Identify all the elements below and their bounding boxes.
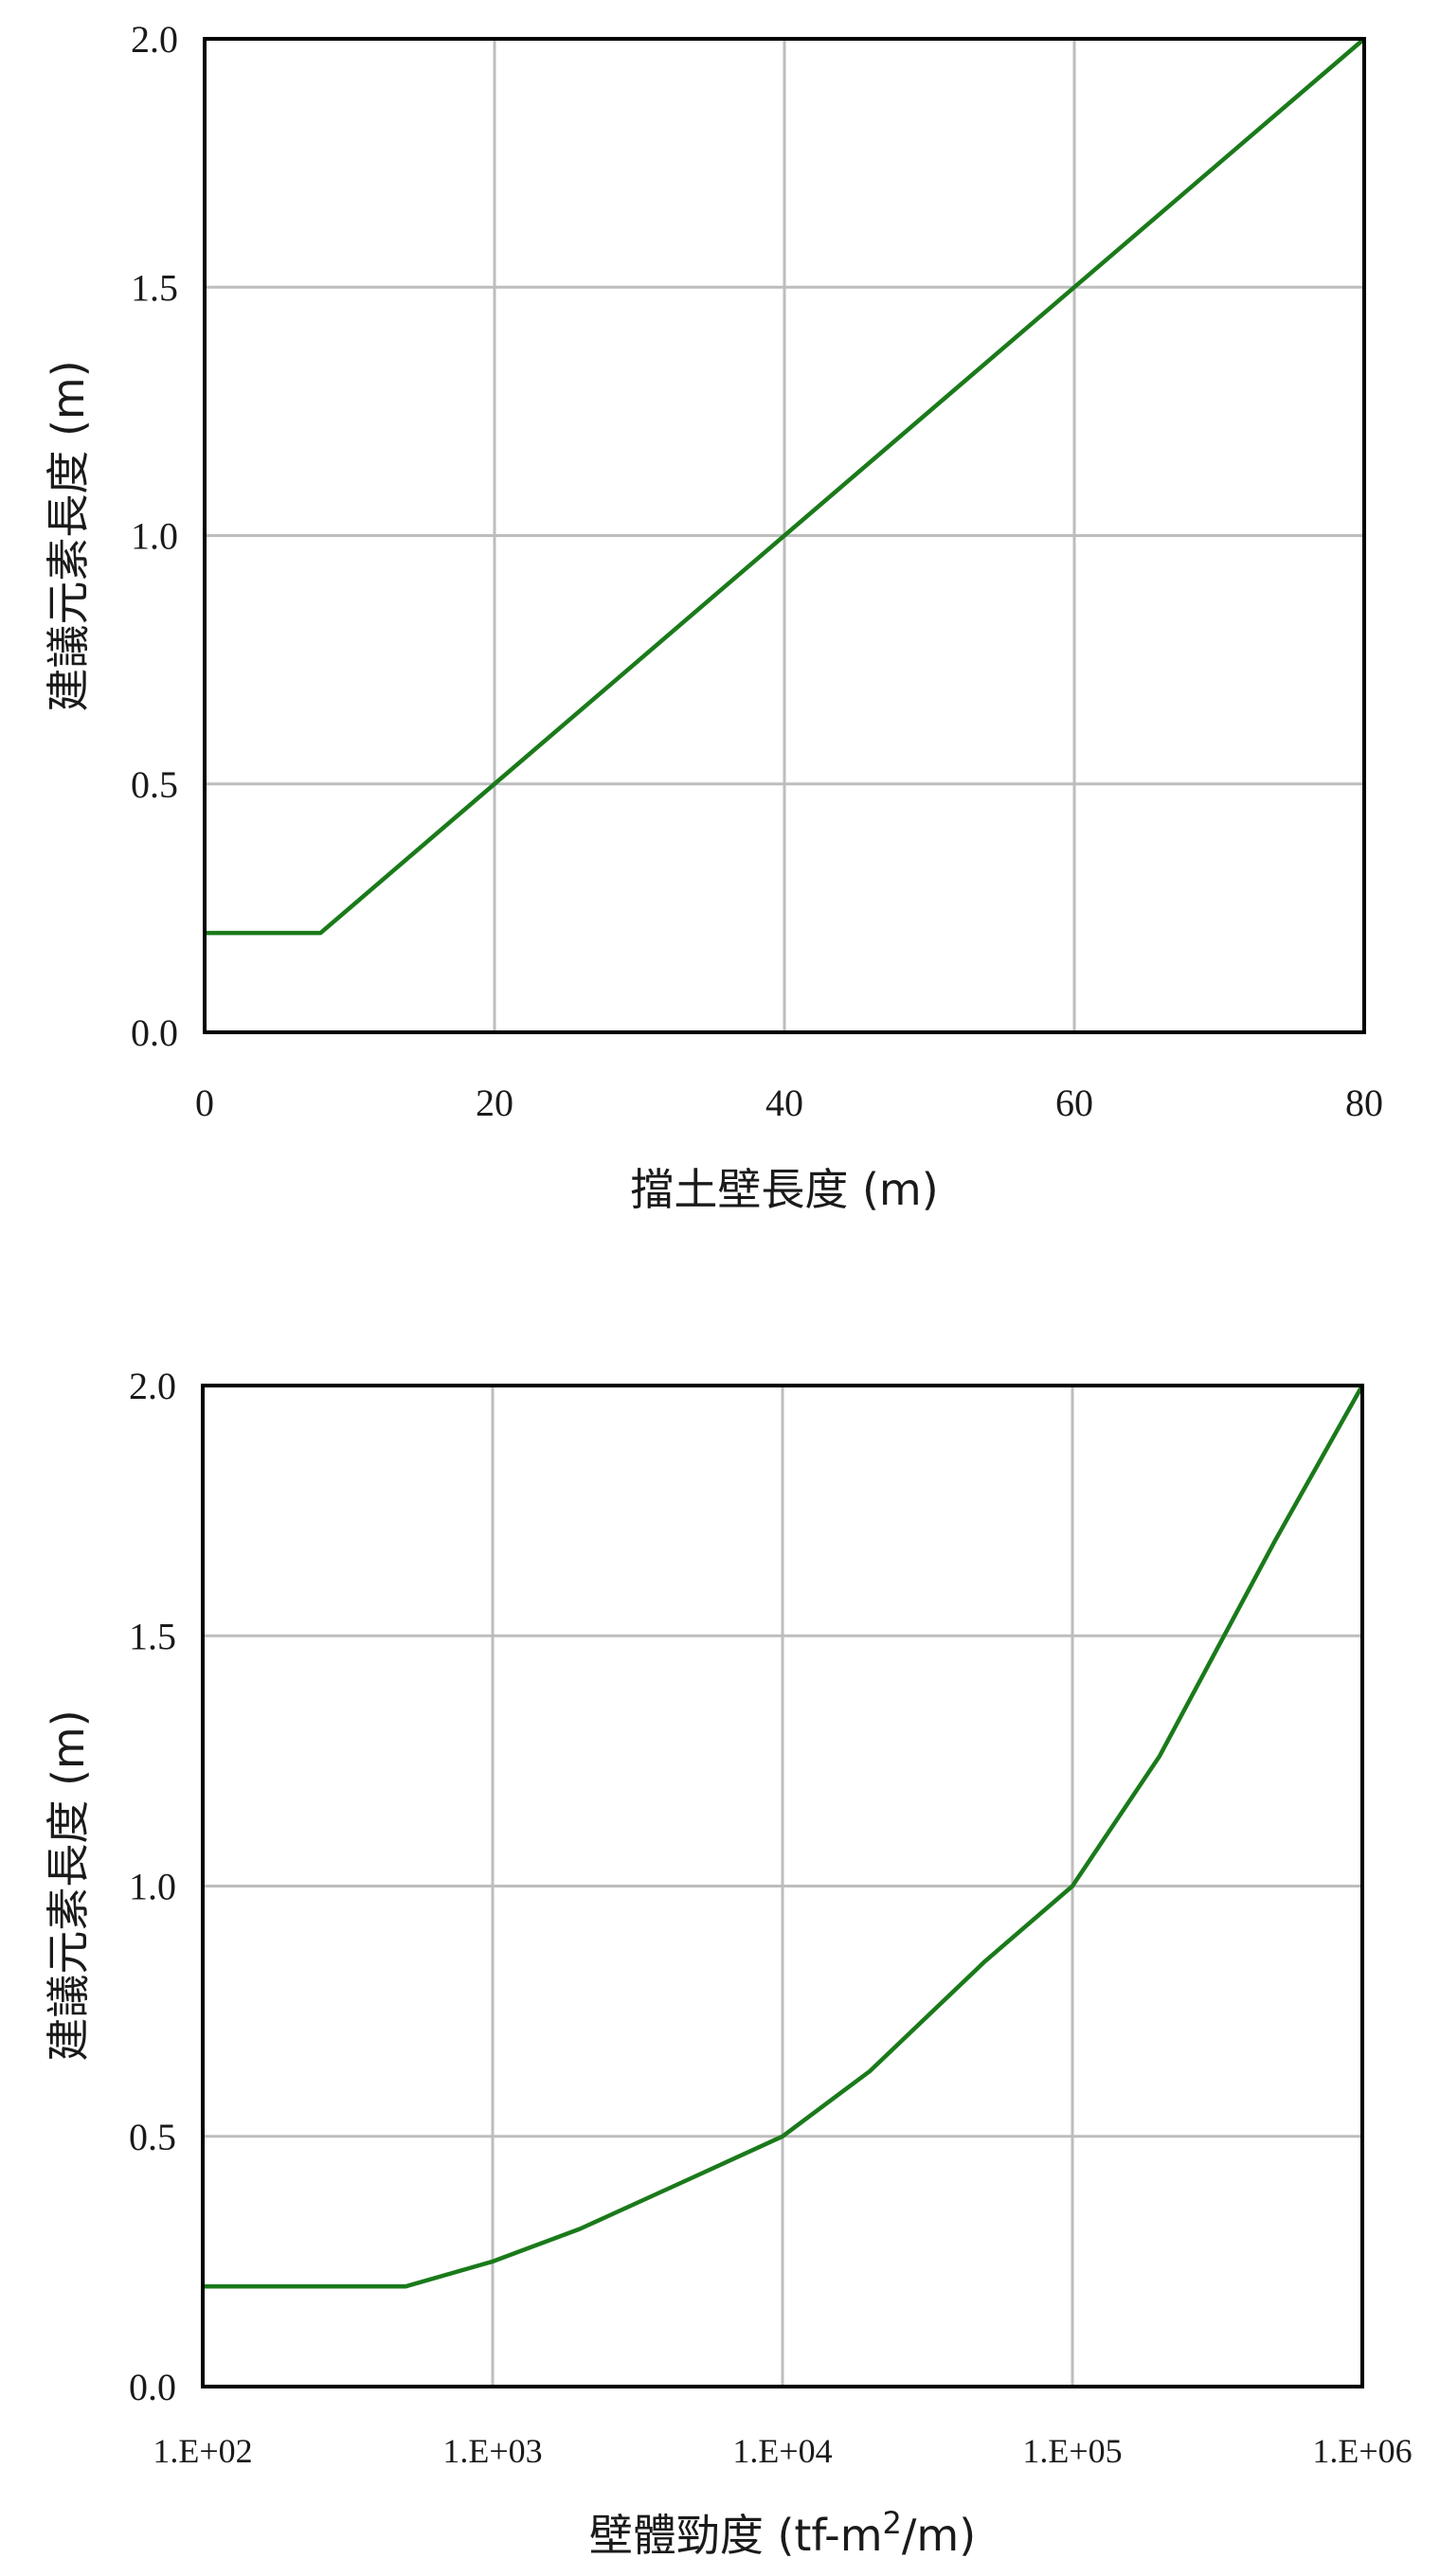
y-tick-label: 2.0: [131, 18, 178, 61]
chart-2-x-tick-labels: 1.E+02 1.E+03 1.E+04 1.E+05 1.E+06: [153, 2432, 1412, 2470]
chart-1: 0.0 0.5 1.0 1.5 2.0 0 20 40 60 80 擋土壁長度 (m) 建議元素…: [43, 18, 1383, 1215]
x-tick-label: 1.E+02: [153, 2432, 252, 2470]
chart-2-x-axis-title-main: 壁體勁度 (tf-m: [589, 2510, 883, 2561]
x-tick-label: 80: [1345, 1082, 1383, 1124]
y-tick-label: 1.0: [131, 515, 178, 558]
chart-2-series: [203, 1384, 1364, 2289]
x-tick-label: 40: [765, 1082, 803, 1124]
chart-1-plot-frame: [203, 37, 1366, 1034]
chart-2-x-axis-title-superscript: 2: [883, 2505, 902, 2541]
chart-1-y-tick-labels: 0.0 0.5 1.0 1.5 2.0: [131, 18, 178, 1054]
chart-2-x-axis-title-tail: /m): [902, 2510, 976, 2561]
chart-1-y-axis-title: 建議元素長度 (m): [43, 360, 94, 711]
y-tick-label: 0.5: [129, 2116, 176, 2158]
chart-2-x-axis-title: 壁體勁度 (tf-m2/m): [589, 2505, 976, 2561]
x-tick-label: 0: [195, 1082, 214, 1124]
y-tick-label: 1.0: [129, 1866, 176, 1908]
y-tick-label: 1.5: [131, 266, 178, 309]
chart-2-y-tick-labels: 0.0 0.5 1.0 1.5 2.0: [129, 1365, 176, 2408]
y-tick-label: 0.0: [129, 2366, 176, 2408]
x-tick-label: 1.E+06: [1312, 2432, 1412, 2470]
series-line: [203, 1384, 1364, 2289]
x-tick-label: 1.E+04: [732, 2432, 832, 2470]
chart-2: 0.0 0.5 1.0 1.5 2.0 1.E+02 1.E+03 1.E+04 1.E+05…: [43, 1365, 1413, 2561]
x-tick-label: 1.E+05: [1022, 2432, 1122, 2470]
chart-2-plot-frame: [201, 1384, 1364, 2388]
series-line: [205, 37, 1366, 936]
y-tick-label: 0.5: [131, 763, 178, 806]
chart-2-y-axis-title: 建議元素長度 (m): [43, 1709, 94, 2061]
x-tick-label: 1.E+03: [442, 2432, 542, 2470]
y-tick-label: 1.5: [129, 1615, 176, 1657]
chart-1-x-tick-labels: 0 20 40 60 80: [195, 1082, 1383, 1124]
chart-1-series: [205, 37, 1366, 936]
y-tick-label: 2.0: [129, 1365, 176, 1407]
y-tick-label: 0.0: [131, 1011, 178, 1054]
x-tick-label: 20: [476, 1082, 513, 1124]
chart-1-x-axis-title: 擋土壁長度 (m): [630, 1164, 938, 1215]
chart-2-grid: [203, 1386, 1362, 2387]
x-tick-label: 60: [1055, 1082, 1093, 1124]
